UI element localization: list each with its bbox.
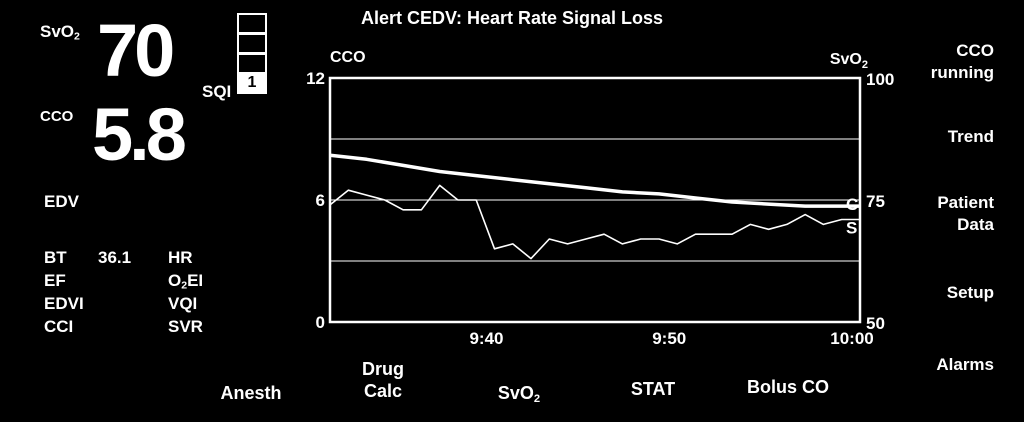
drug-calc-key[interactable]: Drug Calc — [362, 359, 404, 401]
x-axis-tick-label: 9:40 — [469, 329, 503, 348]
hr-label: HR — [168, 248, 193, 267]
cco-label: CCO — [40, 108, 74, 125]
setup-key[interactable]: Setup — [946, 283, 994, 302]
svo2-value: 70 — [97, 9, 175, 92]
trend-key[interactable]: Trend — [947, 127, 994, 146]
right-axis-tick-label: 75 — [866, 192, 885, 211]
svr-label: SVR — [168, 317, 203, 336]
anesth-key[interactable]: Anesth — [220, 383, 282, 403]
series-end-label-C: C — [846, 195, 858, 214]
sqi-indicator: 1 — [237, 13, 267, 94]
trend-chart: 0 6 12 50 75 100 9:40 9:50 10:00 CCO SvO2 CS — [306, 49, 894, 348]
right-axis-label: SvO2 — [830, 51, 868, 71]
bt-label: BT — [44, 248, 67, 267]
vqi-label: VQI — [168, 294, 198, 313]
right-axis-tick-label: 50 — [866, 314, 885, 333]
cco-running-key[interactable]: CCO running — [930, 41, 994, 82]
cci-label: CCI — [44, 317, 74, 336]
sqi-value: 1 — [237, 74, 267, 94]
sqi-label: SQI — [202, 82, 232, 101]
left-axis-tick-label: 0 — [316, 313, 325, 332]
edvi-label: EDVI — [44, 294, 84, 313]
left-axis-tick-label: 12 — [306, 69, 325, 88]
left-axis-tick-label: 6 — [316, 191, 325, 210]
ef-label: EF — [44, 271, 66, 290]
svo2-key[interactable]: SvO2 — [497, 383, 541, 405]
patient-data-key[interactable]: Patient Data — [937, 193, 994, 234]
sqi-bar-segment — [237, 34, 267, 54]
x-axis-tick-label: 10:00 — [830, 329, 873, 348]
bt-value: 36.1 — [98, 248, 132, 267]
alert-banner: Alert CEDV: Heart Rate Signal Loss — [0, 8, 1024, 29]
cco-value: 5.8 — [92, 93, 187, 176]
alert-text: Alert CEDV: Heart Rate Signal Loss — [360, 8, 664, 28]
edv-label: EDV — [44, 192, 79, 211]
series-end-label-S: S — [846, 219, 857, 238]
svo2-label: SvO2 — [40, 22, 80, 43]
right-axis-tick-label: 100 — [866, 70, 894, 89]
o2ei-label: O2EI — [168, 271, 204, 292]
x-axis-tick-label: 9:50 — [652, 329, 686, 348]
series-line-C — [329, 153, 860, 208]
left-axis-label: CCO — [330, 49, 366, 66]
series-line-S — [329, 184, 860, 260]
stat-key[interactable]: STAT — [630, 379, 676, 399]
alarms-key[interactable]: Alarms — [936, 355, 994, 374]
sqi-bar-segment — [237, 54, 267, 74]
bolus-co-key[interactable]: Bolus CO — [746, 377, 829, 397]
sqi-bar-segment — [237, 13, 267, 34]
